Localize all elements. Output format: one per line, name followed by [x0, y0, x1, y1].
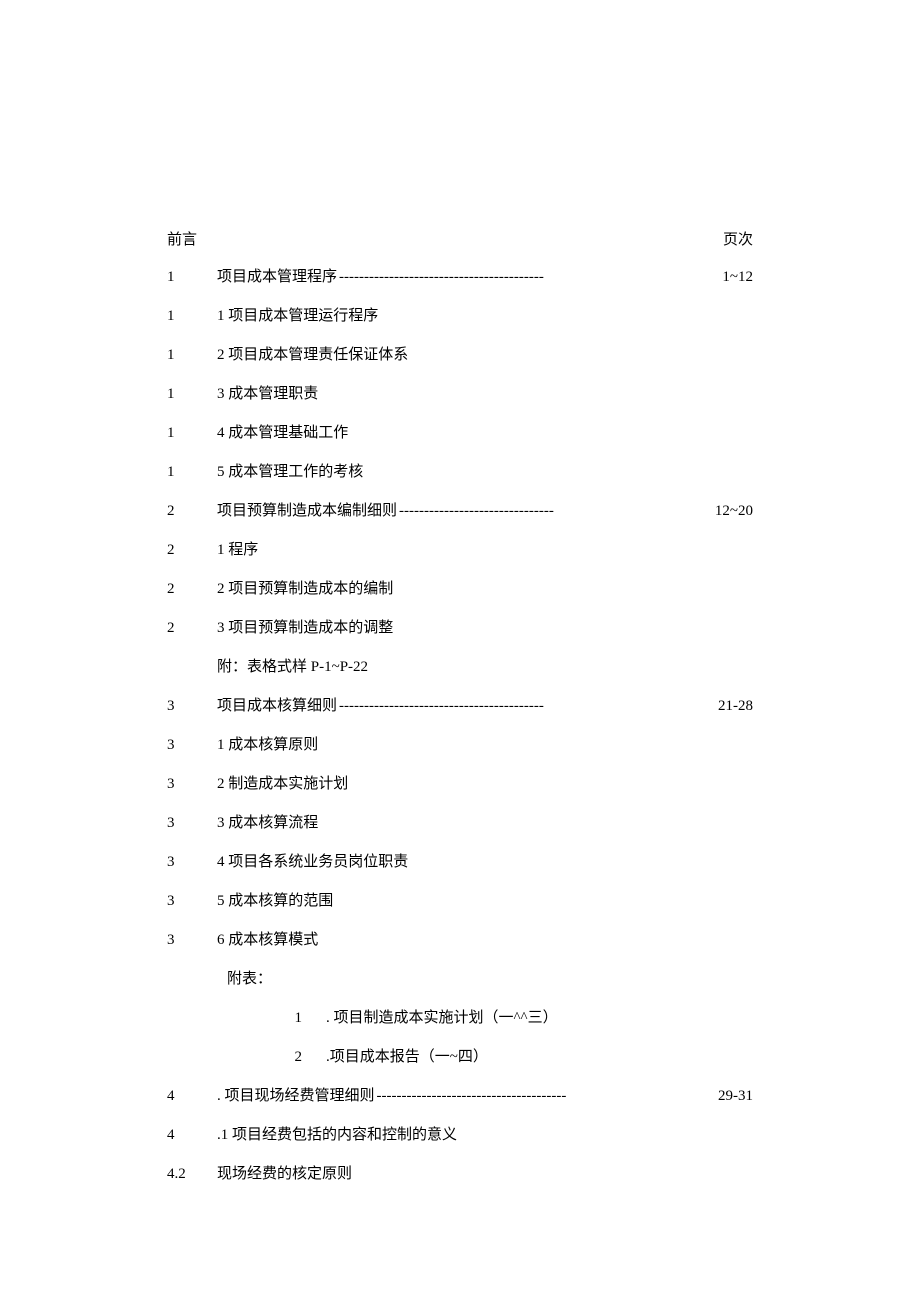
toc-text: 现场经费的核定原则 [217, 1164, 352, 1185]
toc-row: 2项目预算制造成本编制细则 --------------------------… [167, 501, 753, 522]
sublist-number: 1 [262, 1008, 302, 1029]
toc-text: 附：表格式样 P-1~P-22 [217, 657, 368, 678]
toc-number: 1 [167, 306, 217, 327]
toc-page: 21-28 [718, 696, 753, 717]
toc-row: 34 项目各系统业务员岗位职责 [167, 852, 753, 873]
toc-text: 项目成本管理程序 [217, 267, 337, 288]
toc-text: 1 成本核算原则 [217, 735, 318, 756]
toc-text: 2 制造成本实施计划 [217, 774, 348, 795]
toc-row: 33 成本核算流程 [167, 813, 753, 834]
sublist-text: . 项目制造成本实施计划（一^^三） [326, 1008, 558, 1029]
toc-text: 5 成本核算的范围 [217, 891, 333, 912]
toc-text: 2 项目成本管理责任保证体系 [217, 345, 408, 366]
toc-text: .1 项目经费包括的内容和控制的意义 [217, 1125, 457, 1146]
toc-text: 2 项目预算制造成本的编制 [217, 579, 393, 600]
toc-row: 21 程序 [167, 540, 753, 561]
sublist-number: 2 [262, 1047, 302, 1068]
toc-row: 13 成本管理职责 [167, 384, 753, 405]
toc-number: 3 [167, 696, 217, 717]
toc-text: 1 项目成本管理运行程序 [217, 306, 378, 327]
toc-text: . 项目现场经费管理细则 [217, 1086, 375, 1107]
toc-row: 4.1 项目经费包括的内容和控制的意义 [167, 1125, 753, 1146]
toc-row: 23 项目预算制造成本的调整 [167, 618, 753, 639]
toc-number: 2 [167, 501, 217, 522]
toc-number: 1 [167, 423, 217, 444]
toc-page: 12~20 [715, 501, 753, 522]
toc-text: 3 成本核算流程 [217, 813, 318, 834]
toc-text: 1 程序 [217, 540, 258, 561]
toc-text: 4 成本管理基础工作 [217, 423, 348, 444]
toc-page: 29-31 [718, 1086, 753, 1107]
toc-row: 附表： [167, 969, 753, 990]
toc-row: 22 项目预算制造成本的编制 [167, 579, 753, 600]
toc-number: 1 [167, 384, 217, 405]
toc-number: 3 [167, 774, 217, 795]
toc-row: 36 成本核算模式 [167, 930, 753, 951]
toc-text: 项目预算制造成本编制细则 [217, 501, 397, 522]
toc-number: 1 [167, 345, 217, 366]
toc-number: 2 [167, 540, 217, 561]
toc-leader: ----------------------------------------… [339, 696, 716, 717]
toc-row: 4. 项目现场经费管理细则 --------------------------… [167, 1086, 753, 1107]
toc-row: 3项目成本核算细则 ------------------------------… [167, 696, 753, 717]
toc-row: 15 成本管理工作的考核 [167, 462, 753, 483]
toc-number: 4 [167, 1086, 217, 1107]
sublist-text: .项目成本报告（一~四） [326, 1047, 488, 1068]
toc-row: 4.2 现场经费的核定原则 [167, 1164, 753, 1185]
toc-row: 附：表格式样 P-1~P-22 [167, 657, 753, 678]
toc-number: 2 [167, 618, 217, 639]
toc-text: 3 成本管理职责 [217, 384, 318, 405]
toc-row: 32 制造成本实施计划 [167, 774, 753, 795]
toc-number: 4 [167, 1125, 217, 1146]
header-left: 前言 [167, 228, 197, 249]
toc-row: 31 成本核算原则 [167, 735, 753, 756]
toc-row: 12 项目成本管理责任保证体系 [167, 345, 753, 366]
toc-number: 3 [167, 930, 217, 951]
toc-body: 1项目成本管理程序 ------------------------------… [167, 267, 753, 1185]
toc-row: 2 .项目成本报告（一~四） [167, 1047, 753, 1068]
toc-number: 2 [167, 579, 217, 600]
toc-row: 35 成本核算的范围 [167, 891, 753, 912]
toc-text: 4 项目各系统业务员岗位职责 [217, 852, 408, 873]
document-page: 前言 页次 1项目成本管理程序 ------------------------… [0, 0, 920, 1185]
toc-number: 1 [167, 462, 217, 483]
toc-text: 3 项目预算制造成本的调整 [217, 618, 393, 639]
toc-row: 11 项目成本管理运行程序 [167, 306, 753, 327]
toc-number: 3 [167, 852, 217, 873]
toc-leader: ----------------------------------------… [339, 267, 720, 288]
toc-number: 1 [167, 267, 217, 288]
toc-header: 前言 页次 [167, 228, 753, 249]
toc-text: 6 成本核算模式 [217, 930, 318, 951]
toc-number: 3 [167, 735, 217, 756]
toc-row: 1 . 项目制造成本实施计划（一^^三） [167, 1008, 753, 1029]
toc-number: 3 [167, 891, 217, 912]
toc-page: 1~12 [722, 267, 753, 288]
toc-row: 1项目成本管理程序 ------------------------------… [167, 267, 753, 288]
toc-text: 附表： [217, 969, 272, 990]
toc-number: 3 [167, 813, 217, 834]
toc-text: 5 成本管理工作的考核 [217, 462, 363, 483]
toc-text: 项目成本核算细则 [217, 696, 337, 717]
toc-number: 4.2 [167, 1164, 217, 1185]
toc-row: 14 成本管理基础工作 [167, 423, 753, 444]
toc-leader: ------------------------------- [399, 501, 713, 522]
header-right: 页次 [723, 228, 753, 249]
toc-leader: -------------------------------------- [377, 1086, 716, 1107]
